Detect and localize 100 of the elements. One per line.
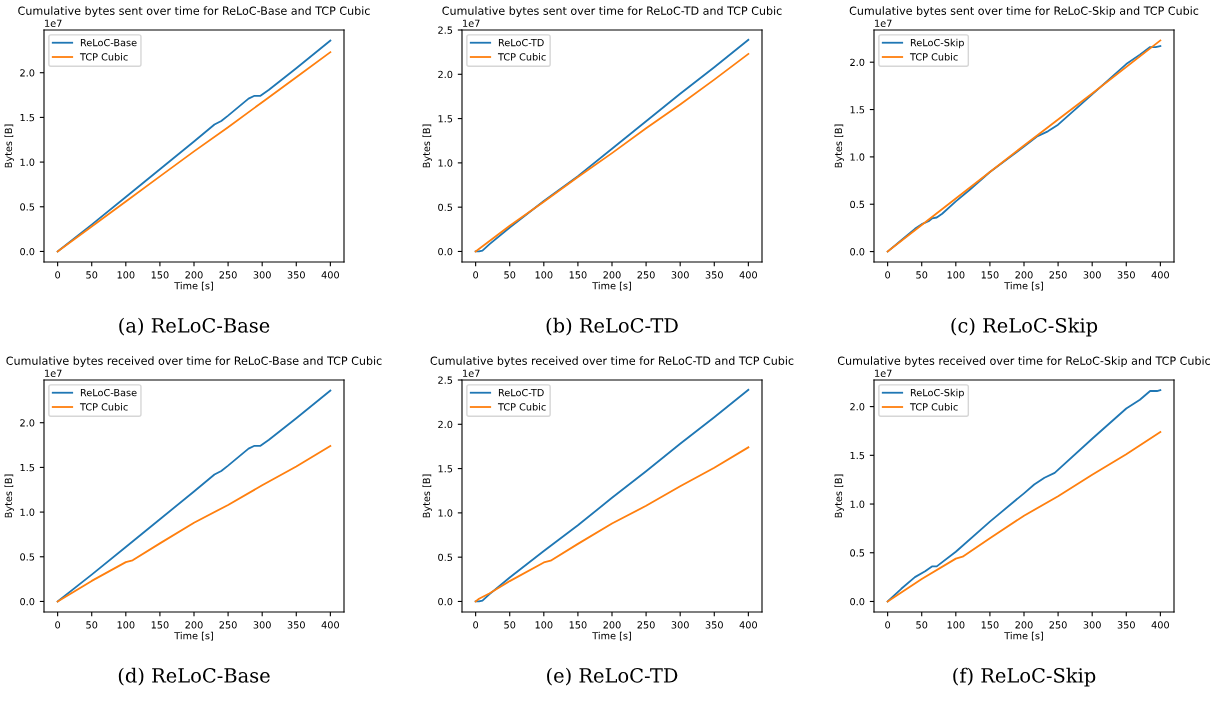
x-tick-label: 250	[1049, 621, 1067, 629]
x-tick-label: 150	[151, 271, 169, 279]
x-tick-label: 150	[981, 621, 999, 629]
chart-title: Cumulative bytes received over time for ReLoC-TD and TCP Cubic	[430, 356, 794, 368]
text: 1e7	[463, 369, 480, 377]
y-tick-label: 0.0	[438, 597, 453, 606]
y-tick-label: 0.0	[850, 597, 865, 606]
y-tick-label: 2.0	[20, 69, 35, 77]
y-tick-label: 2.5	[438, 26, 453, 34]
legend-label: ReLoC-Skip	[910, 38, 964, 49]
x-axis-title: Time [s]	[174, 631, 213, 641]
x-tick-label: 300	[1083, 621, 1101, 629]
text: 1e7	[45, 19, 62, 27]
y-tick-label: 0.5	[850, 200, 865, 209]
legend-label: TCP Cubic	[497, 53, 546, 61]
x-tick-label: 0	[885, 621, 891, 629]
x-tick-label: 350	[287, 271, 305, 279]
y-axis-title: Bytes [B]	[4, 474, 14, 518]
x-tick-label: 400	[1151, 271, 1169, 279]
x-tick-label: 250	[219, 271, 237, 279]
y-tick-label: 2.0	[438, 420, 453, 429]
x-tick-label: 300	[671, 271, 689, 279]
x-tick-label: 200	[1015, 621, 1033, 629]
x-tick-label: 250	[637, 271, 655, 279]
chart-title: Cumulative bytes sent over time for ReLoC-TD and TCP Cubic	[442, 6, 782, 18]
legend-label: ReLoC-Skip	[910, 388, 964, 399]
x-tick-label: 250	[637, 621, 655, 629]
x-tick-label: 150	[569, 621, 587, 629]
text: 1e7	[875, 369, 892, 377]
x-tick-label: 0	[473, 271, 479, 279]
text: (a) ReLoC-Base	[119, 317, 270, 336]
y-tick-label: 0.5	[850, 549, 865, 557]
x-tick-label: 50	[916, 271, 928, 279]
y-tick-label: 2.0	[438, 70, 453, 79]
legend-label: ReLoC-Base	[80, 388, 137, 397]
legend-label: ReLoC-TD	[498, 388, 544, 397]
x-tick-label: 0	[55, 621, 61, 629]
x-tick-label: 150	[151, 621, 169, 629]
line-series	[474, 388, 750, 603]
x-tick-label: 200	[185, 271, 203, 279]
x-tick-label: 250	[219, 621, 237, 629]
text: (f) ReLoC-Skip	[953, 667, 1096, 687]
y-tick-label: 1.0	[438, 509, 453, 517]
x-tick-label: 300	[253, 271, 271, 279]
text: 1e7	[875, 19, 892, 27]
legend-label: TCP Cubic	[79, 403, 128, 411]
y-tick-label: 1.5	[20, 464, 35, 472]
x-tick-label: 100	[117, 621, 135, 629]
x-tick-label: 200	[1015, 271, 1033, 279]
text: (c) ReLoC-Skip	[951, 317, 1098, 337]
y-tick-label: 2.0	[850, 403, 865, 411]
y-tick-label: 0.0	[20, 597, 35, 606]
line-series	[886, 389, 1162, 603]
x-tick-label: 0	[885, 271, 891, 279]
y-tick-label: 0.5	[438, 203, 453, 211]
y-tick-label: 1.0	[20, 508, 35, 516]
y-tick-label: 1.5	[438, 115, 453, 123]
x-tick-label: 150	[569, 271, 587, 279]
line-series	[56, 445, 332, 603]
x-tick-label: 350	[705, 621, 723, 629]
legend-label: TCP Cubic	[497, 403, 546, 411]
legend-label: ReLoC-TD	[498, 38, 544, 47]
chart-title: Cumulative bytes received over time for ReLoC-Base and TCP Cubic	[6, 356, 382, 368]
x-tick-label: 250	[1049, 271, 1067, 279]
line-series	[886, 431, 1162, 603]
text: (d) ReLoC-Base	[118, 667, 270, 686]
y-axis-title: Bytes [B]	[4, 124, 14, 168]
x-tick-label: 0	[55, 271, 61, 279]
x-tick-label: 400	[321, 621, 339, 629]
y-tick-label: 0.0	[20, 247, 35, 256]
x-tick-label: 300	[253, 621, 271, 629]
y-axis-title: Bytes [B]	[422, 474, 432, 518]
x-tick-label: 100	[535, 621, 553, 629]
x-tick-label: 350	[287, 621, 305, 629]
y-tick-label: 1.0	[850, 500, 865, 508]
legend-label: TCP Cubic	[79, 53, 128, 61]
x-axis-title: Time [s]	[1004, 631, 1043, 641]
x-tick-label: 100	[535, 271, 553, 279]
x-axis-title: Time [s]	[592, 631, 631, 641]
x-tick-label: 50	[86, 271, 98, 279]
x-tick-label: 300	[671, 621, 689, 629]
text: 1e7	[463, 19, 480, 27]
chart-title: Cumulative bytes sent over time for ReLoC-Base and TCP Cubic	[18, 6, 370, 18]
x-tick-label: 200	[603, 621, 621, 629]
legend-label: TCP Cubic	[909, 53, 958, 61]
x-tick-label: 50	[504, 621, 516, 629]
text: (e) ReLoC-TD	[547, 667, 678, 686]
x-axis-title: Time [s]	[592, 281, 631, 291]
x-tick-label: 200	[603, 271, 621, 279]
y-tick-label: 0.5	[20, 203, 35, 211]
x-tick-label: 150	[981, 271, 999, 279]
y-tick-label: 2.0	[20, 419, 35, 427]
y-tick-label: 2.0	[850, 58, 865, 67]
x-tick-label: 100	[947, 271, 965, 279]
x-tick-label: 350	[1117, 621, 1135, 629]
x-tick-label: 50	[504, 271, 516, 279]
x-tick-label: 400	[739, 271, 757, 279]
x-tick-label: 350	[705, 271, 723, 279]
legend-label: ReLoC-Base	[80, 38, 137, 47]
x-tick-label: 100	[117, 271, 135, 279]
